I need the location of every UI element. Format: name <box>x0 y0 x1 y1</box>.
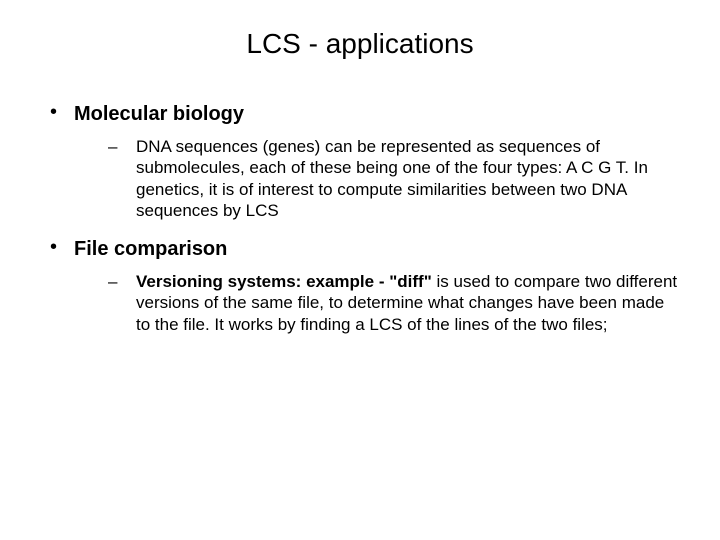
sub-item-text: DNA sequences (genes) can be represented… <box>136 137 648 220</box>
slide: LCS - applications Molecular biology DNA… <box>0 0 720 540</box>
slide-title: LCS - applications <box>40 28 680 60</box>
sub-item: Versioning systems: example - "diff" is … <box>74 271 680 335</box>
sub-item-lead: Versioning systems: example - "diff" <box>136 272 432 291</box>
sub-item: DNA sequences (genes) can be represented… <box>74 136 680 221</box>
bullet-heading: File comparison <box>74 235 680 263</box>
bullet-list: Molecular biology DNA sequences (genes) … <box>40 100 680 335</box>
bullet-item-molecular-biology: Molecular biology DNA sequences (genes) … <box>40 100 680 221</box>
bullet-heading: Molecular biology <box>74 100 680 128</box>
sub-list: Versioning systems: example - "diff" is … <box>74 271 680 335</box>
bullet-item-file-comparison: File comparison Versioning systems: exam… <box>40 235 680 335</box>
sub-list: DNA sequences (genes) can be represented… <box>74 136 680 221</box>
